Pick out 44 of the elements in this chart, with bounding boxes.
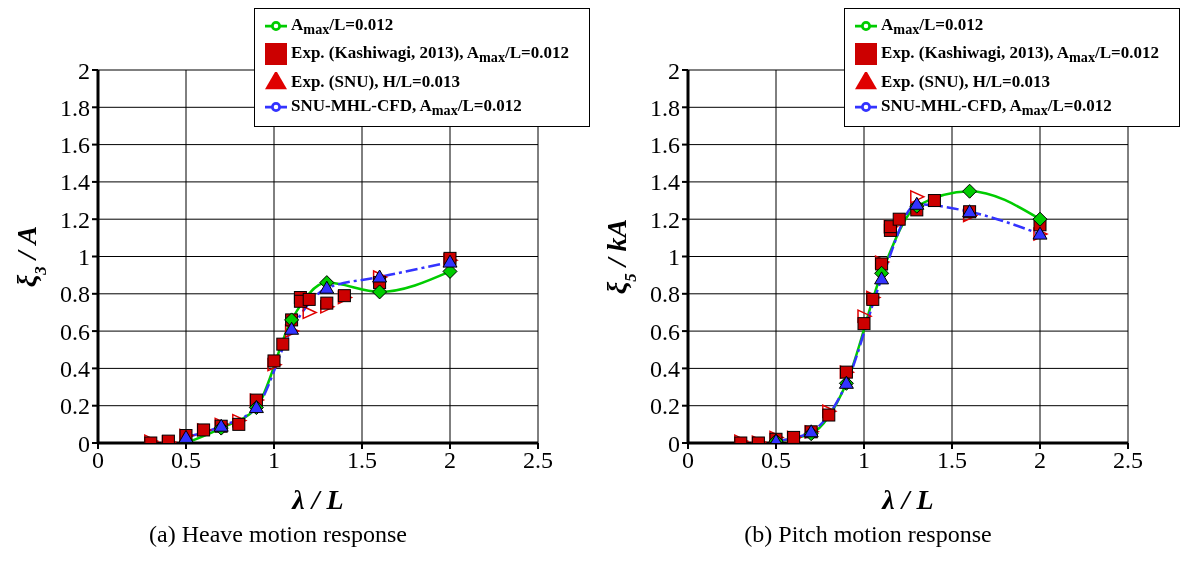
text: (b) Pitch motion response xyxy=(743,521,993,548)
y-tick-label: 1.4 xyxy=(60,169,90,196)
x-tick-label: 2 xyxy=(1034,447,1046,474)
y-tick-label: 2 xyxy=(78,57,90,84)
x-tick-label: 0.5 xyxy=(171,447,201,474)
x-tick-label: 1.5 xyxy=(937,447,967,474)
y-tick-label: 0.8 xyxy=(650,281,680,308)
legend-label: SNU-MHL-CFD, A$_{max}$/L=0.012 xyxy=(291,95,522,119)
x-tick-label: 2.5 xyxy=(1113,447,1143,474)
legend-label: A$_{max}$/L=0.012 xyxy=(881,15,984,38)
y-tick-label: 2 xyxy=(668,57,680,84)
x-tick-label: 0.5 xyxy=(761,447,791,474)
y-tick-label: 0.6 xyxy=(60,318,90,345)
y-tick-label: 1.4 xyxy=(650,169,680,196)
x-tick-label: 1 xyxy=(268,447,280,474)
x-tick-label: 2.5 xyxy=(523,447,553,474)
y-tick-label: 1.6 xyxy=(650,132,680,159)
x-axis-title: λ / L xyxy=(881,484,934,515)
y-tick-label: 0 xyxy=(78,430,90,457)
y-tick-label: 1.2 xyxy=(650,206,680,233)
legend-label: Exp. (SNU), H/L=0.013 xyxy=(881,71,1050,91)
x-tick-label: 1.5 xyxy=(347,447,377,474)
y-tick-label: 0.2 xyxy=(60,393,90,420)
legend-label: Exp. (Kashiwagi, 2013), A$_{max}$/L=0.012 xyxy=(881,43,1159,66)
y-tick-label: 1 xyxy=(668,244,680,271)
y-tick-label: 0.2 xyxy=(650,393,680,420)
y-tick-label: 1.8 xyxy=(60,94,90,121)
x-tick-label: 2 xyxy=(444,447,456,474)
y-tick-label: 1 xyxy=(78,244,90,271)
legend-label: SNU-MHL-CFD, A$_{max}$/L=0.012 xyxy=(881,95,1112,119)
x-tick-label: 1 xyxy=(858,447,870,474)
y-tick-label: 1.6 xyxy=(60,132,90,159)
y-tick-label: 0.6 xyxy=(650,318,680,345)
x-axis-title: λ / L xyxy=(291,484,344,515)
text: (a) Heave motion response xyxy=(148,521,408,548)
legend-label: Exp. (Kashiwagi, 2013), A$_{max}$/L=0.012 xyxy=(291,43,569,66)
y-tick-label: 0.4 xyxy=(60,355,90,382)
legend-label: Exp. (SNU), H/L=0.013 xyxy=(291,71,460,91)
y-tick-label: 1.8 xyxy=(650,94,680,121)
y-tick-label: 1.2 xyxy=(60,206,90,233)
legend-label: A$_{max}$/L=0.012 xyxy=(291,15,394,38)
y-tick-label: 0.4 xyxy=(650,355,680,382)
y-tick-label: 0 xyxy=(668,430,680,457)
y-tick-label: 0.8 xyxy=(60,281,90,308)
